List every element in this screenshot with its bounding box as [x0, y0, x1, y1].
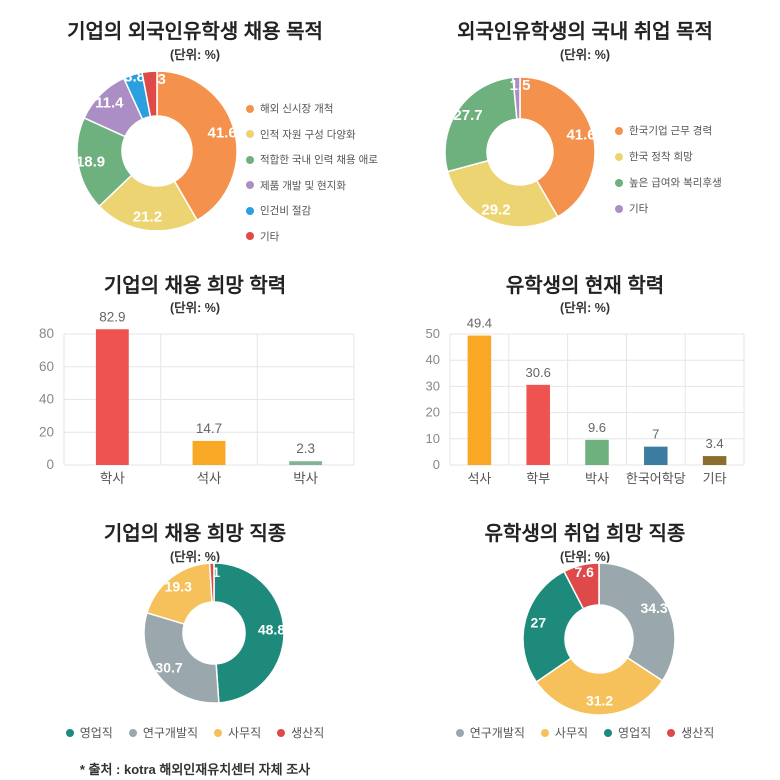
- svg-text:30: 30: [426, 378, 440, 393]
- svg-text:석사: 석사: [197, 471, 222, 486]
- svg-text:1.5: 1.5: [510, 77, 531, 94]
- svg-text:3.4: 3.4: [706, 436, 724, 451]
- svg-text:80: 80: [39, 326, 54, 341]
- svg-text:석사: 석사: [467, 471, 491, 486]
- svg-text:7.6: 7.6: [574, 564, 594, 580]
- svg-text:20: 20: [39, 424, 54, 439]
- svg-text:18.9: 18.9: [76, 153, 105, 170]
- svg-text:20: 20: [426, 405, 440, 420]
- svg-text:2.3: 2.3: [296, 441, 315, 456]
- svg-text:34.3: 34.3: [640, 600, 667, 616]
- svg-text:한국어학당: 한국어학당: [626, 471, 686, 486]
- svg-text:학부: 학부: [526, 471, 550, 486]
- svg-text:학사: 학사: [100, 471, 125, 486]
- svg-text:기타: 기타: [703, 471, 727, 486]
- svg-text:40: 40: [426, 352, 440, 367]
- svg-text:19.3: 19.3: [165, 579, 192, 595]
- svg-text:21.2: 21.2: [133, 209, 162, 226]
- svg-text:30.7: 30.7: [155, 660, 182, 676]
- svg-text:82.9: 82.9: [99, 310, 125, 324]
- svg-text:27.7: 27.7: [453, 107, 482, 124]
- svg-text:49.4: 49.4: [467, 316, 492, 331]
- svg-text:48.8: 48.8: [258, 622, 285, 638]
- svg-text:박사: 박사: [585, 471, 609, 486]
- svg-text:60: 60: [39, 359, 54, 374]
- svg-text:0: 0: [433, 457, 440, 472]
- svg-text:3.8: 3.8: [124, 69, 145, 86]
- svg-text:27: 27: [531, 614, 547, 630]
- svg-text:1: 1: [212, 564, 220, 580]
- svg-text:14.7: 14.7: [196, 421, 222, 436]
- svg-text:9.6: 9.6: [588, 420, 606, 435]
- svg-text:0: 0: [46, 457, 54, 472]
- svg-text:31.2: 31.2: [586, 692, 613, 708]
- svg-text:30.6: 30.6: [526, 365, 551, 380]
- svg-text:50: 50: [426, 326, 440, 341]
- svg-text:41.6: 41.6: [207, 124, 236, 141]
- svg-text:3: 3: [157, 71, 165, 88]
- svg-text:10: 10: [426, 431, 440, 446]
- svg-text:박사: 박사: [293, 471, 318, 486]
- svg-text:7: 7: [652, 427, 659, 442]
- svg-text:40: 40: [39, 392, 54, 407]
- svg-text:29.2: 29.2: [481, 201, 510, 218]
- svg-text:11.4: 11.4: [95, 94, 124, 111]
- svg-text:41.6: 41.6: [566, 126, 595, 143]
